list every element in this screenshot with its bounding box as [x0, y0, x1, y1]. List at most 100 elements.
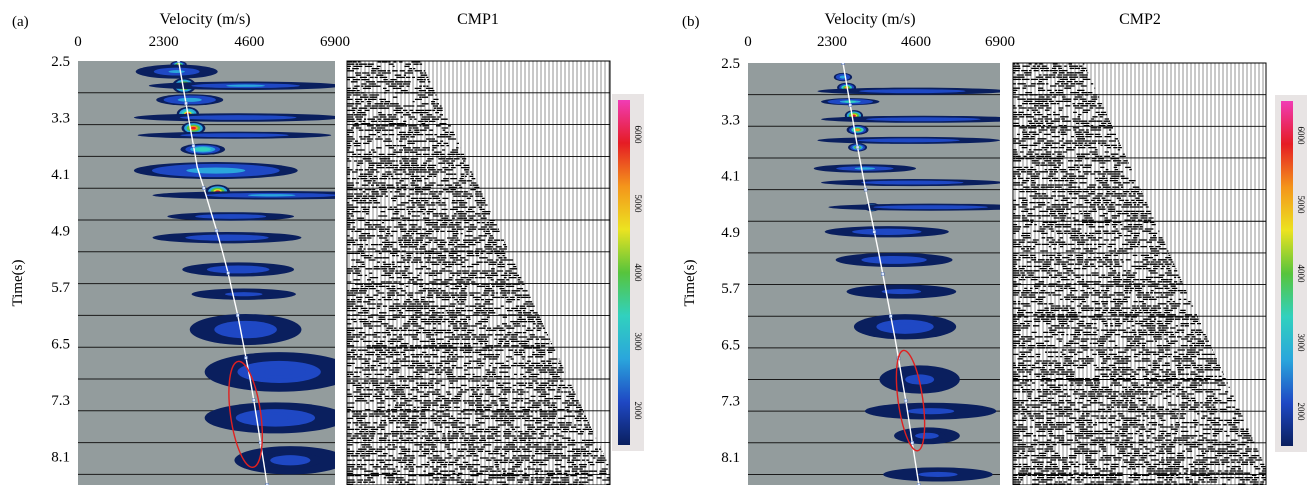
picked-velocity-point — [226, 271, 230, 275]
y-tick-label: 7.3 — [51, 393, 70, 409]
picked-velocity-point — [841, 63, 845, 65]
x-tick-label: 0 — [74, 34, 82, 50]
semblance-layer — [748, 63, 1000, 485]
colorbar-tick-label: 4000 — [1296, 265, 1306, 284]
semblance-energy — [264, 367, 295, 376]
picked-velocity-point — [910, 441, 915, 445]
picked-velocity-point — [265, 483, 269, 485]
gather-layer — [347, 61, 610, 485]
colorbar-tick-label: 6000 — [633, 126, 643, 145]
colorbar-b: 2000 3000 4000 5000 6000 — [1275, 95, 1307, 452]
y-tick-label: 8.1 — [51, 450, 70, 466]
colorbar-tick-label: 4000 — [633, 264, 643, 283]
colorbar-tick-label: 3000 — [633, 333, 643, 352]
semblance-energy — [233, 293, 255, 296]
colorbar-tick-label: 3000 — [1296, 334, 1306, 353]
semblance-energy — [910, 205, 952, 209]
panel-a: (a) Velocity (m/s) CMP1 Time(s) 0 2300 4… — [10, 11, 611, 485]
semblance-energy — [894, 324, 916, 330]
panel-a-velocity-title: Velocity (m/s) — [159, 11, 250, 28]
panel-b-label: (b) — [682, 14, 700, 30]
semblance-energy — [890, 290, 913, 293]
semblance-energy — [199, 168, 233, 173]
semblance-energy — [894, 181, 931, 184]
y-tick-label: 4.1 — [721, 169, 740, 185]
picked-velocity-point — [214, 228, 219, 233]
colorbar-a: 2000 3000 4000 5000 6000 — [612, 94, 644, 451]
semblance-energy — [191, 126, 196, 130]
panel-b-cmp-gather — [1012, 62, 1267, 485]
semblance-energy — [261, 414, 290, 421]
colorbar-gradient — [618, 100, 630, 445]
semblance-energy — [183, 98, 197, 102]
picked-velocity-point — [872, 230, 877, 234]
y-tick-label: 6.5 — [721, 337, 740, 353]
picked-velocity-point — [244, 356, 248, 360]
x-tick-label: 4600 — [901, 34, 931, 50]
picked-velocity-point — [863, 187, 868, 192]
panel-a-cmp-gather — [346, 60, 611, 485]
semblance-energy — [217, 116, 260, 119]
y-tick-label: 6.5 — [51, 337, 70, 353]
semblance-energy — [226, 84, 265, 87]
semblance-energy — [917, 409, 944, 413]
x-tick-label: 6900 — [985, 34, 1015, 50]
semblance-energy — [841, 75, 845, 79]
picked-velocity-point — [252, 398, 256, 402]
picked-velocity-point — [202, 186, 206, 190]
semblance-energy — [926, 473, 949, 476]
gather-traces — [1014, 63, 1264, 485]
semblance-energy — [234, 326, 257, 333]
semblance-energy — [279, 457, 302, 464]
colorbar-gradient — [1281, 101, 1293, 446]
picked-velocity-point — [176, 61, 181, 63]
picked-velocity-point — [881, 272, 885, 276]
semblance-energy — [874, 230, 900, 233]
picked-velocity-point — [855, 145, 860, 150]
gather-wiggles — [347, 61, 610, 485]
semblance-energy — [882, 258, 906, 262]
gather-wiggles — [1013, 63, 1266, 485]
y-tick-label: 5.7 — [721, 281, 740, 297]
y-tick-label: 3.3 — [51, 111, 70, 127]
colorbar-tick-label: 2000 — [633, 402, 643, 421]
panel-a-gather-title: CMP1 — [457, 11, 499, 28]
semblance-energy — [212, 236, 242, 239]
picked-velocity-point — [191, 144, 196, 148]
picked-velocity-point — [184, 101, 188, 106]
y-tick-label: 4.9 — [51, 224, 70, 240]
picked-velocity-point — [236, 313, 240, 318]
y-tick-label: 8.1 — [721, 450, 740, 466]
semblance-layer — [78, 61, 335, 485]
panel-b-ylabel: Time(s) — [682, 260, 698, 307]
y-tick-label: 5.7 — [51, 280, 70, 296]
y-tick-label: 4.1 — [51, 167, 70, 183]
y-tick-label: 2.5 — [51, 54, 70, 70]
panel-b-x-ticks: 0 2300 4600 6900 — [744, 34, 1015, 50]
panel-b-semblance-plot — [748, 63, 1000, 485]
x-tick-label: 0 — [744, 34, 752, 50]
semblance-energy — [218, 215, 244, 218]
panel-a-y-ticks: 2.5 3.3 4.1 4.9 5.7 6.5 7.3 8.1 — [51, 54, 70, 466]
x-tick-label: 6900 — [320, 34, 350, 50]
panel-a-semblance-plot — [78, 61, 335, 485]
colorbar-tick-label: 2000 — [1296, 403, 1306, 422]
semblance-energy — [168, 70, 185, 74]
y-tick-label: 3.3 — [721, 112, 740, 128]
semblance-energy — [855, 128, 860, 132]
semblance-energy — [852, 114, 856, 117]
semblance-energy — [198, 148, 208, 151]
semblance-energy — [215, 134, 254, 137]
highlight-ellipse — [228, 360, 263, 468]
y-tick-label: 2.5 — [721, 56, 740, 72]
semblance-energy — [893, 89, 932, 93]
semblance-energy — [920, 434, 934, 438]
panel-a-x-ticks: 0 2300 4600 6900 — [74, 34, 350, 50]
panel-b-velocity-title: Velocity (m/s) — [824, 11, 915, 28]
highlight-ellipse — [895, 349, 926, 452]
picked-velocity-point — [889, 314, 893, 318]
semblance-energy — [247, 194, 296, 197]
y-tick-label: 7.3 — [721, 394, 740, 410]
x-tick-label: 2300 — [149, 34, 179, 50]
